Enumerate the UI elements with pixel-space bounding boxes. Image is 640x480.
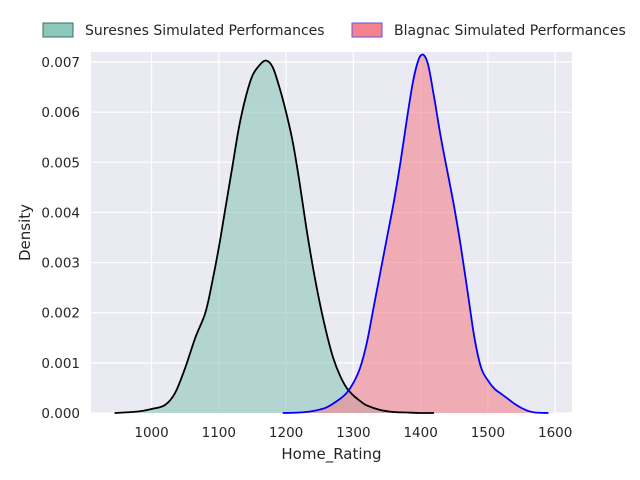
density-line-suresnes bbox=[114, 59, 435, 414]
x-tick-labels: 1000 1100 1200 1300 1400 1500 1600 bbox=[134, 425, 572, 441]
density-area-suresnes bbox=[114, 60, 435, 414]
x-tick-label: 1000 bbox=[134, 425, 168, 441]
x-tick-label: 1400 bbox=[403, 425, 437, 441]
x-tick-label: 1200 bbox=[269, 425, 303, 441]
x-tick-label: 1300 bbox=[336, 425, 370, 441]
y-tick-label: 0.006 bbox=[41, 105, 80, 121]
y-tick-label: 0.000 bbox=[41, 406, 80, 422]
density-line-blagnac bbox=[282, 53, 549, 414]
y-tick-label: 0.001 bbox=[41, 356, 80, 372]
y-axis-label: Density bbox=[16, 204, 34, 261]
y-tick-labels: 0.000 0.001 0.002 0.003 0.004 0.005 0.006 0.007 bbox=[41, 55, 80, 422]
y-tick-label: 0.003 bbox=[41, 256, 80, 272]
x-axis-label: Home_Rating bbox=[281, 445, 381, 464]
legend: Suresnes Simulated Performances Blagnac … bbox=[42, 22, 626, 39]
y-tick-label: 0.004 bbox=[41, 205, 80, 221]
y-tick-label: 0.005 bbox=[41, 155, 80, 171]
legend-label-suresnes: Suresnes Simulated Performances bbox=[85, 23, 325, 39]
legend-swatch-suresnes bbox=[42, 22, 74, 38]
x-tick-label: 1500 bbox=[471, 425, 505, 441]
density-area-blagnac bbox=[282, 54, 549, 414]
legend-label-blagnac: Blagnac Simulated Performances bbox=[394, 23, 626, 39]
legend-swatch-blagnac bbox=[351, 22, 383, 38]
x-tick-label: 1100 bbox=[202, 425, 236, 441]
series-layer bbox=[114, 53, 549, 414]
x-tick-label: 1600 bbox=[538, 425, 572, 441]
y-tick-label: 0.002 bbox=[41, 306, 80, 322]
y-tick-label: 0.007 bbox=[41, 55, 80, 71]
